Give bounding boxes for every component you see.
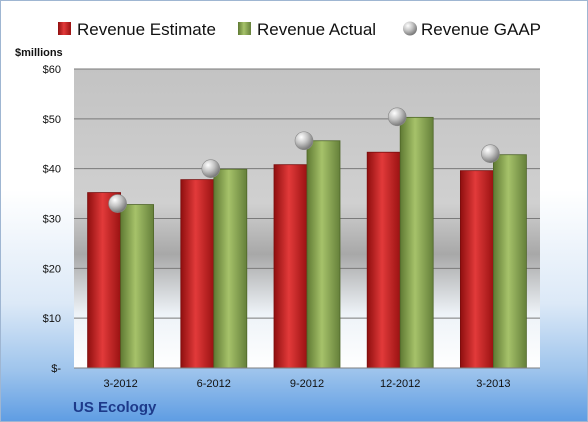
bar-revenue-actual (120, 204, 154, 369)
legend-swatch-revenue-actual (238, 22, 251, 35)
x-category-label: 3-2013 (476, 378, 510, 390)
x-category-label: 9-2012 (290, 378, 324, 390)
bar-revenue-estimate (87, 192, 121, 369)
bar-revenue-estimate (180, 179, 215, 369)
y-tick-label: $50 (43, 114, 61, 126)
x-category-label: 12-2012 (380, 378, 420, 390)
bar-revenue-estimate (366, 151, 401, 369)
y-axis-unit-label: $millions (15, 47, 63, 59)
company-name: US Ecology (73, 399, 157, 416)
bar-revenue-actual (213, 168, 248, 369)
legend-label-revenue-estimate: Revenue Estimate (77, 20, 216, 39)
marker-revenue-gaap (108, 194, 127, 213)
marker-revenue-gaap (201, 159, 221, 178)
y-tick-label: $10 (43, 313, 61, 325)
y-tick-label: $20 (43, 263, 61, 275)
legend: Revenue Estimate Revenue Actual Revenue … (58, 20, 541, 39)
legend-label-revenue-actual: Revenue Actual (257, 20, 376, 39)
legend-swatch-revenue-gaap (403, 21, 417, 36)
y-tick-label: $40 (43, 164, 61, 176)
legend-label-revenue-gaap: Revenue GAAP (421, 20, 541, 39)
y-tick-label: $- (51, 363, 61, 375)
legend-swatch-revenue-estimate (58, 22, 71, 35)
x-axis-categories: 3-2012 6-2012 9-2012 12-2012 3-2013 (103, 378, 510, 390)
bar-revenue-estimate (273, 164, 308, 369)
bar-revenue-actual (306, 140, 341, 369)
marker-revenue-gaap (294, 131, 314, 151)
x-category-label: 6-2012 (197, 378, 231, 390)
markers-layer (108, 107, 500, 213)
y-tick-label: $30 (43, 214, 61, 226)
bars-layer (87, 116, 527, 369)
y-tick-label: $60 (43, 64, 61, 76)
bar-revenue-estimate (459, 170, 494, 369)
bar-revenue-actual (492, 154, 527, 369)
marker-revenue-gaap (481, 144, 500, 164)
marker-revenue-gaap (387, 107, 407, 127)
y-axis-ticks: $- $10 $20 $30 $40 $50 $60 (43, 64, 62, 375)
bar-revenue-actual (399, 116, 434, 369)
x-category-label: 3-2012 (103, 378, 137, 390)
